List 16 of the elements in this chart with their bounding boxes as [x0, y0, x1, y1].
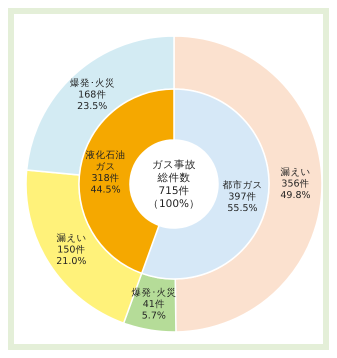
slice-label: 爆発･火災 [131, 286, 176, 299]
slice-label: 漏えい [280, 166, 310, 178]
data-label: 150件 21.0% [56, 244, 86, 267]
slice-label: 都市ガス [222, 178, 262, 191]
slice-label: 漏えい [56, 232, 86, 244]
data-label: 356件 49.8% [280, 178, 311, 202]
data-label: 318件 44.5% [90, 173, 121, 196]
text: 715件 [158, 185, 190, 198]
data-label: 41件 5.7% [142, 299, 166, 322]
slice-label: 爆発･火災 [70, 76, 115, 89]
data-label: 397件 55.5% [227, 191, 258, 214]
data-label: 168件 23.5% [77, 89, 108, 112]
text: （100%） [148, 198, 200, 210]
text: 総件数 [156, 172, 190, 184]
text: ガス事故 [152, 158, 196, 172]
slice-label: 液化石油ガス [86, 149, 126, 173]
